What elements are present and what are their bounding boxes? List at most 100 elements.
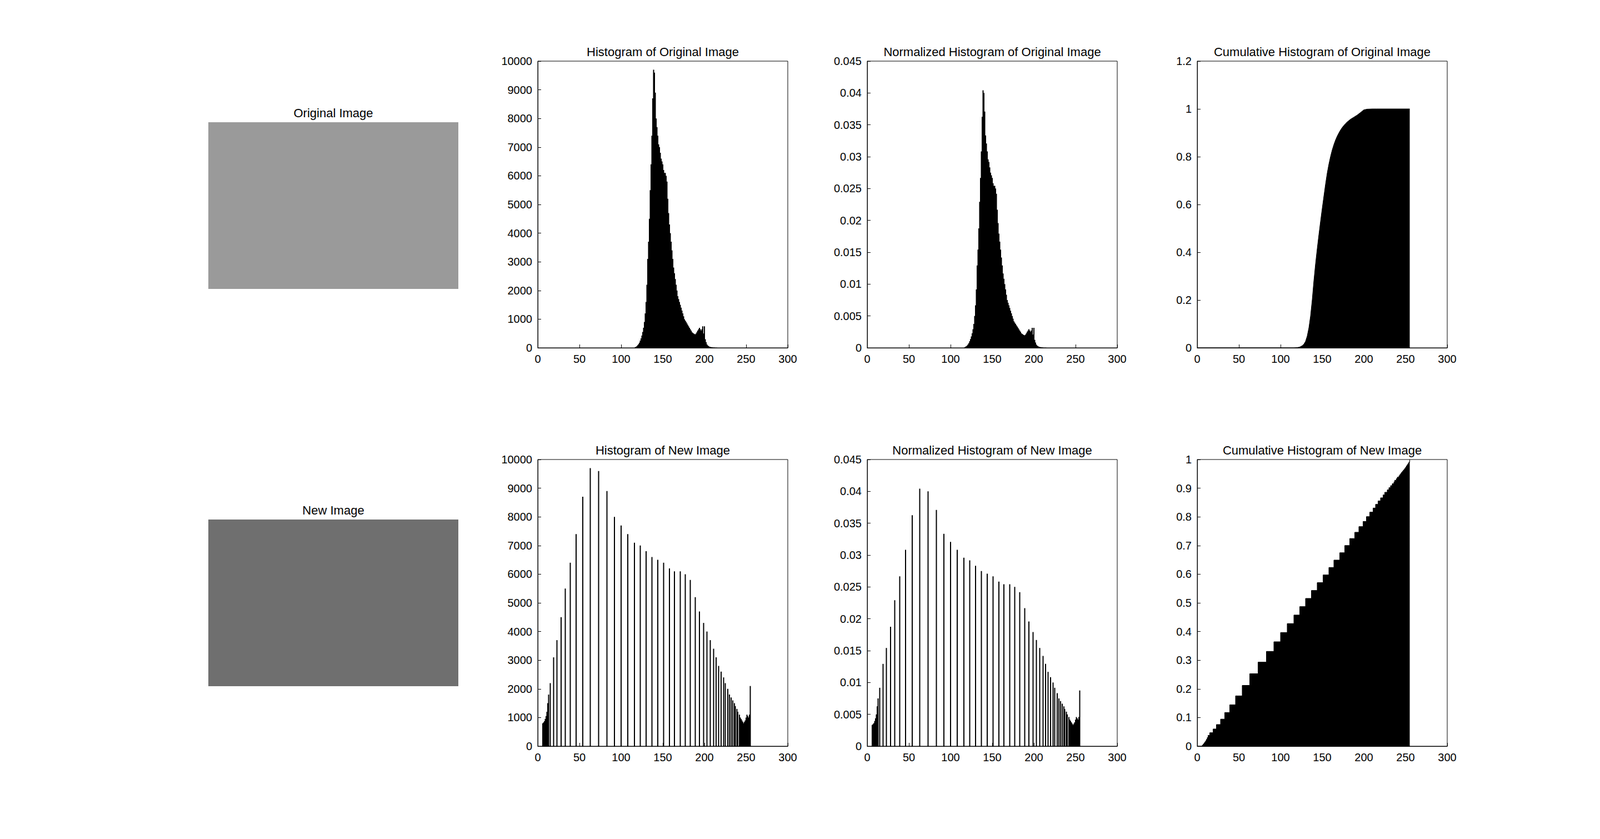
svg-text:100: 100: [611, 751, 630, 764]
svg-text:50: 50: [1232, 751, 1245, 764]
svg-text:Histogram of Original Image: Histogram of Original Image: [586, 45, 739, 59]
svg-text:50: 50: [902, 751, 915, 764]
svg-text:0.015: 0.015: [833, 246, 862, 259]
svg-text:0: 0: [863, 352, 870, 365]
svg-text:0.04: 0.04: [840, 86, 862, 99]
svg-text:Original Image: Original Image: [293, 106, 373, 120]
svg-text:8000: 8000: [507, 510, 533, 523]
svg-text:Normalized Histogram of Origin: Normalized Histogram of Original Image: [883, 45, 1101, 59]
svg-text:3000: 3000: [507, 653, 533, 667]
svg-text:300: 300: [778, 751, 797, 764]
svg-text:150: 150: [653, 352, 672, 365]
svg-text:150: 150: [653, 751, 672, 764]
svg-text:2000: 2000: [507, 284, 533, 297]
svg-text:250: 250: [736, 352, 755, 365]
svg-text:0.035: 0.035: [833, 517, 862, 530]
svg-text:0.03: 0.03: [840, 150, 862, 163]
svg-text:0: 0: [1193, 751, 1200, 764]
svg-text:300: 300: [1107, 751, 1127, 764]
svg-text:0.02: 0.02: [840, 612, 862, 625]
svg-text:0: 0: [534, 751, 541, 764]
svg-text:9000: 9000: [507, 83, 533, 97]
svg-text:0: 0: [1185, 341, 1192, 354]
svg-text:0.1: 0.1: [1176, 711, 1192, 724]
svg-text:0.035: 0.035: [833, 118, 862, 132]
svg-text:0.005: 0.005: [833, 310, 862, 323]
svg-text:300: 300: [1437, 751, 1457, 764]
svg-text:10000: 10000: [501, 453, 533, 466]
svg-text:1000: 1000: [507, 312, 533, 325]
svg-text:0.7: 0.7: [1176, 539, 1192, 552]
svg-text:0.04: 0.04: [840, 485, 862, 498]
svg-text:150: 150: [982, 352, 1002, 365]
svg-text:1: 1: [1185, 453, 1192, 466]
svg-text:0: 0: [534, 352, 541, 365]
svg-text:0.4: 0.4: [1176, 246, 1192, 259]
svg-text:9000: 9000: [507, 482, 533, 495]
svg-text:0: 0: [855, 740, 862, 753]
svg-text:150: 150: [982, 751, 1002, 764]
svg-text:200: 200: [1024, 751, 1043, 764]
svg-text:0.045: 0.045: [833, 55, 862, 68]
svg-text:0.4: 0.4: [1176, 625, 1192, 638]
svg-text:0: 0: [1193, 352, 1200, 365]
svg-text:4000: 4000: [507, 625, 533, 638]
svg-text:Histogram of New Image: Histogram of New Image: [595, 443, 730, 458]
svg-text:250: 250: [1396, 352, 1415, 365]
svg-text:0.9: 0.9: [1176, 482, 1192, 495]
svg-text:200: 200: [695, 751, 714, 764]
svg-text:0: 0: [863, 751, 870, 764]
svg-text:0.01: 0.01: [840, 676, 862, 689]
svg-text:Cumulative Histogram of New Im: Cumulative Histogram of New Image: [1222, 443, 1422, 458]
svg-text:50: 50: [573, 751, 586, 764]
svg-text:300: 300: [778, 352, 797, 365]
svg-text:200: 200: [1354, 751, 1373, 764]
svg-text:0.01: 0.01: [840, 277, 862, 290]
svg-text:0.03: 0.03: [840, 548, 862, 562]
svg-text:250: 250: [1396, 751, 1415, 764]
svg-text:0.2: 0.2: [1176, 293, 1192, 307]
svg-text:200: 200: [1024, 352, 1043, 365]
svg-text:1.2: 1.2: [1176, 55, 1192, 68]
svg-text:10000: 10000: [501, 55, 533, 68]
svg-text:50: 50: [902, 352, 915, 365]
svg-text:300: 300: [1437, 352, 1457, 365]
svg-text:200: 200: [1354, 352, 1373, 365]
svg-text:4000: 4000: [507, 227, 533, 240]
svg-text:250: 250: [1066, 352, 1085, 365]
svg-text:0.6: 0.6: [1176, 567, 1192, 580]
svg-text:0.6: 0.6: [1176, 198, 1192, 211]
svg-text:100: 100: [941, 352, 960, 365]
svg-text:0.025: 0.025: [833, 182, 862, 195]
svg-text:0.8: 0.8: [1176, 510, 1192, 523]
svg-text:0.3: 0.3: [1176, 653, 1192, 667]
svg-text:200: 200: [695, 352, 714, 365]
svg-text:0.8: 0.8: [1176, 150, 1192, 163]
svg-text:100: 100: [941, 751, 960, 764]
svg-text:5000: 5000: [507, 596, 533, 609]
svg-text:100: 100: [611, 352, 630, 365]
svg-text:50: 50: [1232, 352, 1245, 365]
svg-text:Normalized Histogram of New Im: Normalized Histogram of New Image: [892, 443, 1092, 458]
svg-text:7000: 7000: [507, 141, 533, 154]
svg-text:100: 100: [1271, 352, 1290, 365]
svg-text:300: 300: [1107, 352, 1127, 365]
svg-text:1000: 1000: [507, 711, 533, 724]
svg-text:0: 0: [855, 341, 862, 354]
svg-text:6000: 6000: [507, 169, 533, 182]
svg-text:7000: 7000: [507, 539, 533, 552]
svg-text:3000: 3000: [507, 255, 533, 268]
svg-text:0.2: 0.2: [1176, 682, 1192, 695]
svg-text:0.02: 0.02: [840, 214, 862, 227]
svg-text:250: 250: [1066, 751, 1085, 764]
svg-text:0.025: 0.025: [833, 580, 862, 593]
svg-text:0.005: 0.005: [833, 708, 862, 721]
svg-text:150: 150: [1312, 751, 1332, 764]
svg-text:New Image: New Image: [302, 503, 364, 518]
svg-text:6000: 6000: [507, 567, 533, 580]
svg-text:0: 0: [526, 341, 533, 354]
svg-text:5000: 5000: [507, 198, 533, 211]
svg-text:Cumulative Histogram of Origin: Cumulative Histogram of Original Image: [1213, 45, 1431, 59]
svg-text:0: 0: [526, 740, 533, 753]
svg-text:250: 250: [736, 751, 755, 764]
